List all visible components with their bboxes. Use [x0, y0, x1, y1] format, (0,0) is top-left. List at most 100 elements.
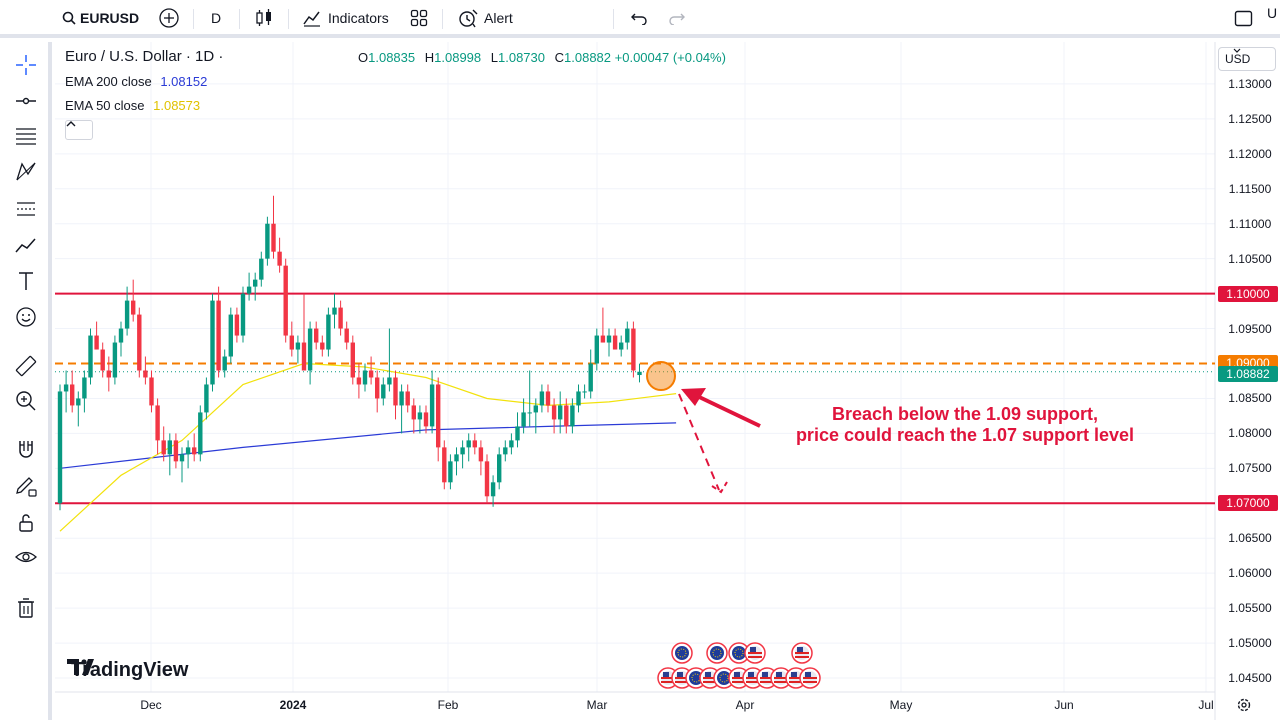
candle	[521, 398, 526, 434]
candle-body	[173, 440, 179, 462]
lock-drawings-tool[interactable]	[10, 508, 42, 538]
ema200-line	[59, 422, 677, 469]
candle	[454, 447, 459, 476]
brush-tool[interactable]	[10, 230, 42, 260]
price-axis-label: 1.06000	[1228, 566, 1272, 581]
high-value: 1.08998	[434, 50, 482, 65]
candle-body	[210, 300, 215, 385]
candle	[600, 307, 606, 343]
templates-button[interactable]	[410, 0, 428, 36]
candle-body	[478, 447, 484, 462]
candle-body	[271, 223, 276, 252]
eu-flag-icon	[675, 646, 689, 660]
tradingview-logo[interactable]: TradingView	[67, 659, 188, 682]
candle	[338, 300, 343, 336]
candle-body	[527, 412, 532, 414]
compare-button[interactable]	[158, 0, 180, 36]
candle-body	[76, 398, 81, 406]
candle	[375, 370, 380, 413]
us-stripe	[795, 656, 809, 658]
candle	[173, 433, 179, 469]
candle-body	[368, 370, 374, 378]
candle	[326, 307, 331, 357]
candle-body	[320, 342, 325, 350]
price-axis-label: 1.05500	[1228, 601, 1272, 616]
chevron-down-icon	[1233, 48, 1241, 53]
candle-body	[234, 314, 240, 336]
hide-drawings-tool[interactable]	[10, 542, 42, 572]
crosshair-tool[interactable]	[10, 50, 42, 80]
candle	[429, 370, 435, 434]
undo-button[interactable]	[631, 0, 647, 36]
candle	[411, 398, 416, 434]
indicators-button[interactable]: Indicators	[302, 0, 389, 36]
candle	[381, 377, 386, 406]
us-stripe	[795, 652, 809, 654]
candle-body	[216, 300, 221, 371]
candle-body	[442, 447, 447, 483]
candle-body	[192, 447, 197, 455]
candle	[356, 363, 362, 399]
chart-type-button[interactable]	[254, 0, 274, 36]
price-axis-label: 1.11000	[1228, 216, 1272, 231]
toolbar-divider	[442, 9, 443, 29]
redo-button[interactable]	[669, 0, 685, 36]
ema200-legend[interactable]: EMA 200 close 1.08152	[65, 74, 207, 89]
cut-off-label[interactable]: U	[1267, 0, 1277, 31]
drawing-mode-tool[interactable]	[10, 471, 42, 501]
candle-body	[198, 412, 203, 455]
candle-body	[344, 328, 349, 343]
pattern-tool[interactable]	[10, 157, 42, 187]
indicators-label: Indicators	[328, 10, 389, 26]
magnet-tool[interactable]	[10, 435, 42, 465]
candle	[484, 454, 490, 504]
us-stripe	[732, 677, 746, 679]
prediction-tool[interactable]	[10, 194, 42, 224]
candle	[533, 398, 538, 434]
symbol-title[interactable]: Euro / U.S. Dollar · 1D ·	[65, 48, 224, 65]
candle	[545, 384, 551, 413]
fib-tool[interactable]	[10, 121, 42, 151]
trend-line-tool[interactable]	[10, 86, 42, 116]
remove-drawings-tool[interactable]	[10, 593, 42, 623]
chart-area[interactable]: Euro / U.S. Dollar · 1D · O1.08835 H1.08…	[55, 42, 1280, 720]
measure-tool[interactable]	[10, 351, 42, 381]
symbol-search-button[interactable]: EURUSD	[62, 0, 139, 36]
candle-body	[106, 370, 111, 378]
cut-off-text: U	[1267, 5, 1278, 21]
drawing-toolbar	[0, 42, 52, 720]
candle-body	[472, 440, 477, 448]
candle-body	[454, 454, 459, 462]
ema50-legend[interactable]: EMA 50 close 1.08573	[65, 98, 200, 113]
price-axis-label: 1.07500	[1228, 461, 1272, 476]
us-canton	[663, 672, 669, 677]
collapse-legend-button[interactable]	[65, 120, 93, 140]
alert-button[interactable]: Alert	[456, 0, 513, 36]
candle	[625, 321, 630, 350]
candle	[155, 398, 160, 455]
us-canton	[791, 672, 797, 677]
annotation-text: Breach below the 1.09 support, price cou…	[765, 404, 1165, 446]
candle	[368, 356, 374, 385]
candle	[332, 293, 337, 329]
candle	[509, 433, 514, 455]
candle-body	[612, 335, 618, 350]
time-axis-label: Mar	[586, 698, 608, 712]
text-tool[interactable]	[10, 266, 42, 296]
price-axis-label: 1.06500	[1228, 531, 1272, 546]
us-canton	[677, 672, 683, 677]
emoji-tool[interactable]	[10, 302, 42, 332]
candle-body	[606, 335, 612, 343]
candle	[582, 384, 587, 399]
candle	[423, 405, 429, 434]
currency-select[interactable]: USD	[1218, 47, 1276, 71]
price-axis-label: 1.05000	[1228, 636, 1272, 651]
candle	[612, 328, 618, 350]
zoom-tool[interactable]	[10, 386, 42, 416]
candle	[118, 321, 124, 357]
interval-button[interactable]: D	[211, 0, 221, 36]
price-chart[interactable]	[55, 42, 1280, 720]
layout-button[interactable]	[1234, 0, 1254, 36]
candle-body	[594, 335, 599, 364]
square-icon	[1234, 10, 1253, 27]
